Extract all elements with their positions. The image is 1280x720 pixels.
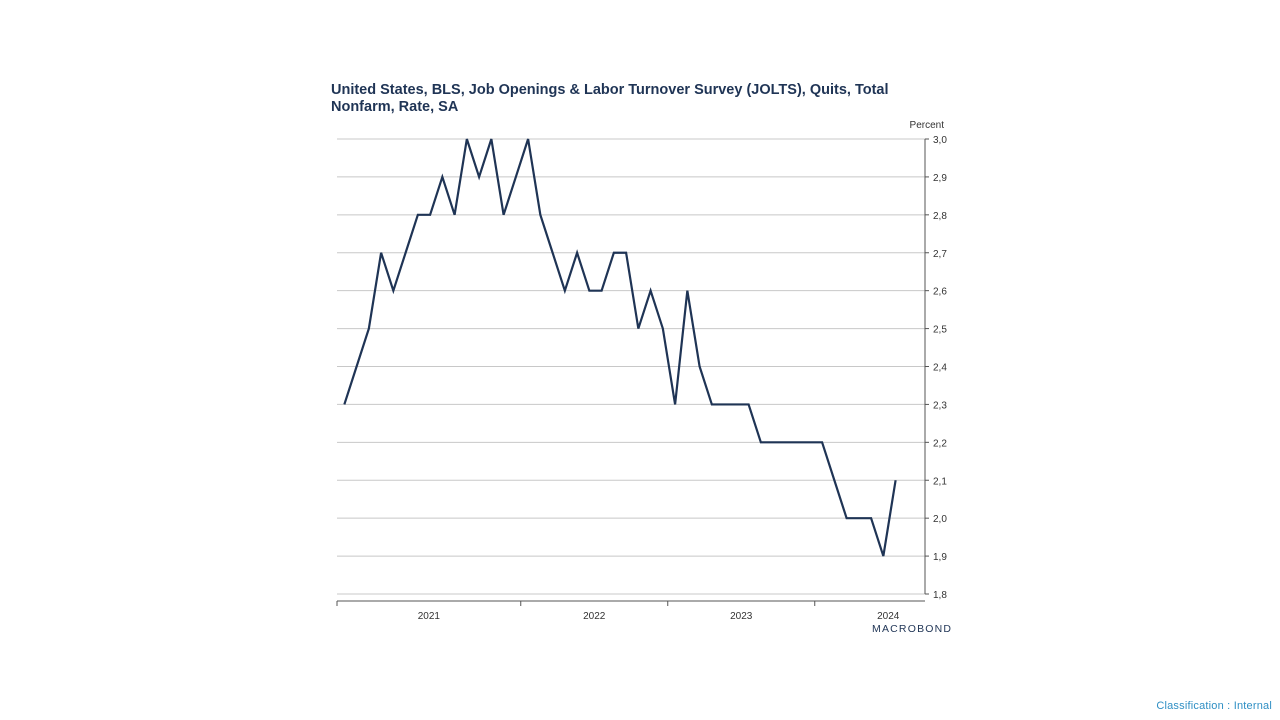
chart-title: United States, BLS, Job Openings & Labor…: [331, 82, 889, 115]
y-tick-label: 2,8: [933, 211, 947, 222]
y-axis: 3,0 2,9 2,8 2,7 2,6 2,5 2,4 2,3 2,2 2,1 2,0 1,9 1,8: [924, 135, 947, 601]
y-axis-unit-label: Percent: [910, 120, 945, 131]
y-tick-label: 1,9: [933, 552, 947, 563]
y-tick-label: 1,8: [933, 590, 947, 601]
macrobond-logo: MACROBOND: [872, 623, 953, 635]
gridlines: [337, 138, 925, 595]
x-axis: 2021 2022 2023 2024: [336, 600, 925, 622]
y-tick-label: 2,2: [933, 438, 947, 449]
x-tick-label: 2023: [730, 611, 753, 622]
y-tick-label: 2,9: [933, 173, 947, 184]
y-tick-label: 2,0: [933, 514, 947, 525]
y-tick-label: 2,3: [933, 400, 947, 411]
y-tick-label: 3,0: [933, 135, 947, 146]
x-tick-label: 2022: [583, 611, 606, 622]
x-tick-label: 2024: [877, 611, 900, 622]
classification-label: Classification : Internal: [1156, 700, 1272, 712]
y-tick-label: 2,4: [933, 363, 947, 374]
series-group: [343, 138, 897, 557]
series-line: [343, 138, 897, 557]
y-tick-label: 2,1: [933, 476, 947, 487]
y-tick-label: 2,5: [933, 325, 947, 336]
x-tick-label: 2021: [418, 611, 441, 622]
y-tick-label: 2,7: [933, 249, 947, 260]
y-tick-label: 2,6: [933, 287, 947, 298]
